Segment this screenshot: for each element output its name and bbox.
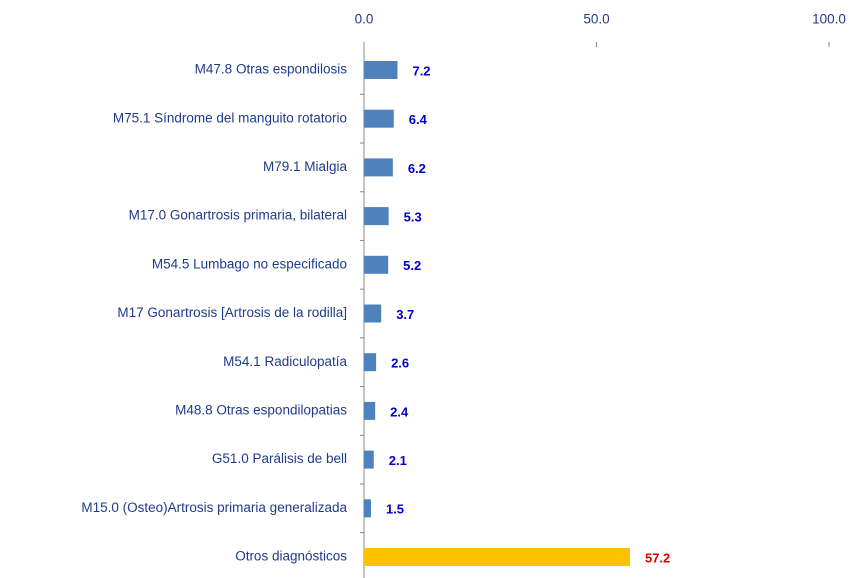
value-label: 6.2 bbox=[408, 161, 426, 176]
y-tick-label: M17.0 Gonartrosis primaria, bilateral bbox=[129, 208, 347, 223]
y-tick-label: M48.8 Otras espondilopatias bbox=[175, 402, 347, 417]
y-tick-label: M79.1 Mialgia bbox=[263, 159, 348, 174]
value-label: 2.6 bbox=[391, 356, 409, 371]
bar bbox=[364, 401, 376, 420]
x-tick-label: 50.0 bbox=[583, 12, 609, 27]
value-label: 5.3 bbox=[404, 210, 422, 225]
bar bbox=[364, 61, 398, 79]
value-label: 2.4 bbox=[390, 404, 409, 419]
bar bbox=[364, 499, 371, 518]
value-label: 2.1 bbox=[389, 453, 407, 468]
y-tick-label: M17 Gonartrosis [Artrosis de la rodilla] bbox=[117, 305, 347, 320]
value-label: 7.2 bbox=[412, 63, 430, 78]
value-label: 6.4 bbox=[409, 112, 428, 127]
bar bbox=[364, 207, 389, 226]
y-tick-label: M54.1 Radiculopatía bbox=[223, 354, 347, 369]
x-tick-label: 100.0 bbox=[812, 12, 846, 27]
bar bbox=[364, 450, 374, 469]
y-tick-label: G51.0 Parálisis de bell bbox=[212, 451, 347, 466]
y-tick-label: M15.0 (Osteo)Artrosis primaria generaliz… bbox=[81, 500, 347, 515]
bar bbox=[364, 353, 377, 372]
bar bbox=[364, 548, 630, 566]
value-label: 1.5 bbox=[386, 502, 404, 517]
bar bbox=[364, 255, 389, 274]
value-label: 5.2 bbox=[403, 258, 421, 273]
value-label: 57.2 bbox=[645, 550, 670, 565]
bar bbox=[364, 158, 393, 177]
y-tick-label: Otros diagnósticos bbox=[235, 549, 347, 564]
x-tick-label: 0.0 bbox=[355, 12, 374, 27]
y-tick-label: M47.8 Otras espondilosis bbox=[195, 62, 348, 77]
bar bbox=[364, 304, 382, 323]
y-tick-label: M54.5 Lumbago no especificado bbox=[152, 256, 347, 271]
y-tick-label: M75.1 Síndrome del manguito rotatorio bbox=[113, 110, 347, 125]
bar bbox=[364, 109, 394, 128]
value-label: 3.7 bbox=[396, 307, 414, 322]
